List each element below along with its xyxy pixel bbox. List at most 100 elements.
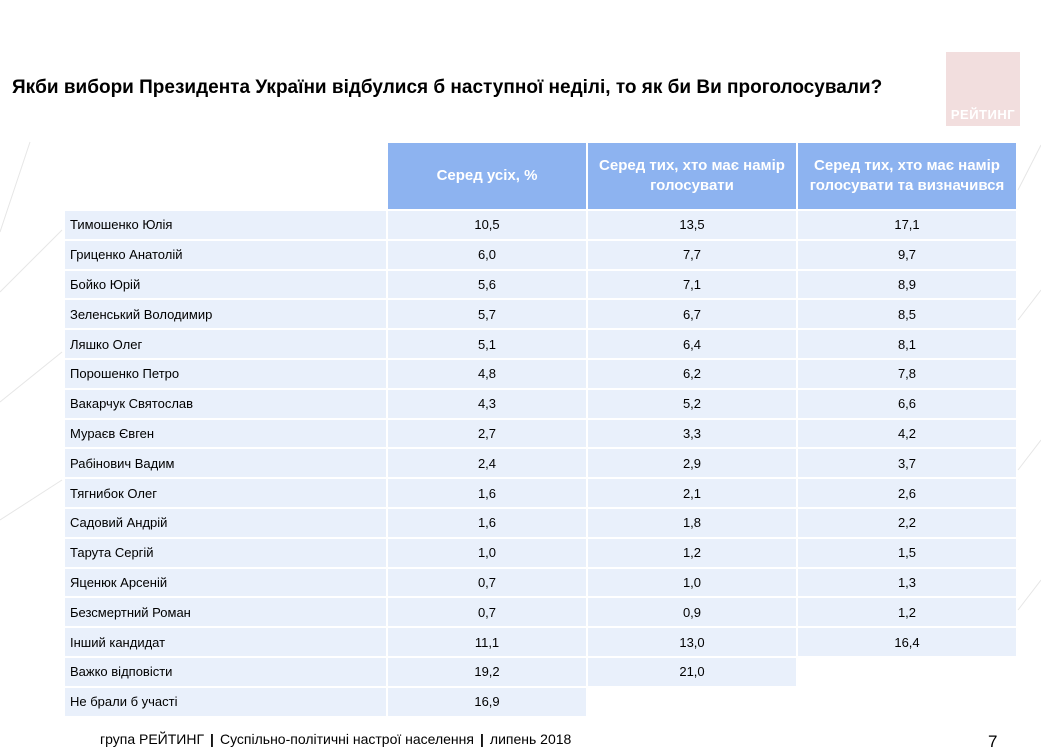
table-row: Ляшко Олег 5,1 6,4 8,1 <box>65 330 1016 358</box>
rating-logo: РЕЙТИНГ <box>946 52 1020 126</box>
value-cell: 8,1 <box>798 330 1016 358</box>
value-cell: 6,2 <box>588 359 796 388</box>
table-row: Садовий Андрій 1,6 1,8 2,2 <box>65 508 1016 537</box>
value-cell: 13,5 <box>588 211 796 239</box>
table-row: Зеленський Володимир 5,7 6,7 8,5 <box>65 300 1016 329</box>
value-cell: 4,3 <box>388 389 586 418</box>
value-cell: 10,5 <box>388 211 586 239</box>
value-cell: 1,2 <box>798 598 1016 627</box>
candidate-name: Яценюк Арсеній <box>65 568 386 597</box>
value-cell: 1,6 <box>388 479 586 507</box>
header-empty-cell <box>65 143 386 209</box>
value-cell: 4,8 <box>388 359 586 388</box>
value-cell: 17,1 <box>798 211 1016 239</box>
value-cell: 0,7 <box>388 568 586 597</box>
table-row: Безсмертний Роман 0,7 0,9 1,2 <box>65 598 1016 627</box>
value-cell: 3,7 <box>798 449 1016 478</box>
table-row: Важко відповісти 19,2 21,0 <box>65 657 1016 686</box>
page-title: Якби вибори Президента України відбулися… <box>12 77 883 98</box>
value-cell: 2,1 <box>588 479 796 507</box>
value-cell: 6,7 <box>588 300 796 329</box>
table-row: Мураєв Євген 2,7 3,3 4,2 <box>65 419 1016 448</box>
value-cell: 1,8 <box>588 508 796 537</box>
candidate-name: Садовий Андрій <box>65 508 386 537</box>
table-row: Тарута Сергій 1,0 1,2 1,5 <box>65 538 1016 567</box>
value-cell: 2,6 <box>798 479 1016 507</box>
value-cell: 5,6 <box>388 270 586 299</box>
table-row: Тягнибок Олег 1,6 2,1 2,6 <box>65 479 1016 507</box>
value-cell: 2,7 <box>388 419 586 448</box>
footer-org: група РЕЙТИНГ <box>100 731 205 747</box>
candidate-name: Рабінович Вадим <box>65 449 386 478</box>
value-cell: 21,0 <box>588 657 796 686</box>
value-cell: 5,2 <box>588 389 796 418</box>
value-cell: 9,7 <box>798 240 1016 269</box>
value-cell: 1,0 <box>588 568 796 597</box>
table-row: Бойко Юрій 5,6 7,1 8,9 <box>65 270 1016 299</box>
value-cell: 13,0 <box>588 628 796 656</box>
value-cell: 2,4 <box>388 449 586 478</box>
value-cell: 6,6 <box>798 389 1016 418</box>
candidate-name: Інший кандидат <box>65 628 386 656</box>
value-cell: 1,6 <box>388 508 586 537</box>
value-cell: 1,5 <box>798 538 1016 567</box>
candidate-name: Гриценко Анатолій <box>65 240 386 269</box>
table-row: Тимошенко Юлія 10,5 13,5 17,1 <box>65 211 1016 239</box>
candidate-name: Порошенко Петро <box>65 359 386 388</box>
footer: група РЕЙТИНГ | Суспільно-політичні настро… <box>100 731 571 747</box>
value-cell: 8,5 <box>798 300 1016 329</box>
candidate-name: Бойко Юрій <box>65 270 386 299</box>
table-row: Гриценко Анатолій 6,0 7,7 9,7 <box>65 240 1016 269</box>
table-row: Вакарчук Святослав 4,3 5,2 6,6 <box>65 389 1016 418</box>
value-cell: 2,2 <box>798 508 1016 537</box>
footer-date: липень 2018 <box>489 731 572 747</box>
logo-text: РЕЙТИНГ <box>950 107 1016 122</box>
value-cell: 0,9 <box>588 598 796 627</box>
table-row: Порошенко Петро 4,8 6,2 7,8 <box>65 359 1016 388</box>
value-cell: 16,9 <box>388 687 586 716</box>
results-table: Серед усіх, % Серед тих, хто має намір г… <box>63 141 1018 718</box>
value-cell: 11,1 <box>388 628 586 656</box>
candidate-name: Вакарчук Святослав <box>65 389 386 418</box>
candidate-name: Безсмертний Роман <box>65 598 386 627</box>
value-cell: 3,3 <box>588 419 796 448</box>
table-row: Не брали б участі 16,9 <box>65 687 1016 716</box>
candidate-name: Ляшко Олег <box>65 330 386 358</box>
candidate-name: Тарута Сергій <box>65 538 386 567</box>
table-row: Інший кандидат 11,1 13,0 16,4 <box>65 628 1016 656</box>
value-cell: 1,2 <box>588 538 796 567</box>
table-row: Яценюк Арсеній 0,7 1,0 1,3 <box>65 568 1016 597</box>
footer-separator: | <box>210 731 214 747</box>
candidate-name: Тимошенко Юлія <box>65 211 386 239</box>
value-cell: 1,0 <box>388 538 586 567</box>
candidate-name: Тягнибок Олег <box>65 479 386 507</box>
page-number: 7 <box>988 732 998 751</box>
value-cell: 7,1 <box>588 270 796 299</box>
empty-cell <box>798 688 1016 716</box>
value-cell: 8,9 <box>798 270 1016 299</box>
table-header-row: Серед усіх, % Серед тих, хто має намір г… <box>65 143 1016 209</box>
candidate-name: Не брали б участі <box>65 687 386 716</box>
footer-topic: Суспільно-політичні настрої населення <box>219 731 474 747</box>
value-cell: 0,7 <box>388 598 586 627</box>
value-cell: 4,2 <box>798 419 1016 448</box>
candidate-name: Важко відповісти <box>65 657 386 686</box>
empty-cell <box>588 688 796 716</box>
value-cell: 7,8 <box>798 359 1016 388</box>
column-header-all: Серед усіх, % <box>388 143 586 209</box>
value-cell: 19,2 <box>388 657 586 686</box>
value-cell: 16,4 <box>798 628 1016 656</box>
column-header-decided: Серед тих, хто має намір голосувати та в… <box>798 143 1016 209</box>
table-row: Рабінович Вадим 2,4 2,9 3,7 <box>65 449 1016 478</box>
footer-separator: | <box>479 731 484 747</box>
empty-cell <box>798 658 1016 686</box>
value-cell: 1,3 <box>798 568 1016 597</box>
value-cell: 6,4 <box>588 330 796 358</box>
value-cell: 6,0 <box>388 240 586 269</box>
candidate-name: Мураєв Євген <box>65 419 386 448</box>
value-cell: 7,7 <box>588 240 796 269</box>
value-cell: 2,9 <box>588 449 796 478</box>
value-cell: 5,1 <box>388 330 586 358</box>
column-header-intend: Серед тих, хто має намір голосувати <box>588 143 796 209</box>
